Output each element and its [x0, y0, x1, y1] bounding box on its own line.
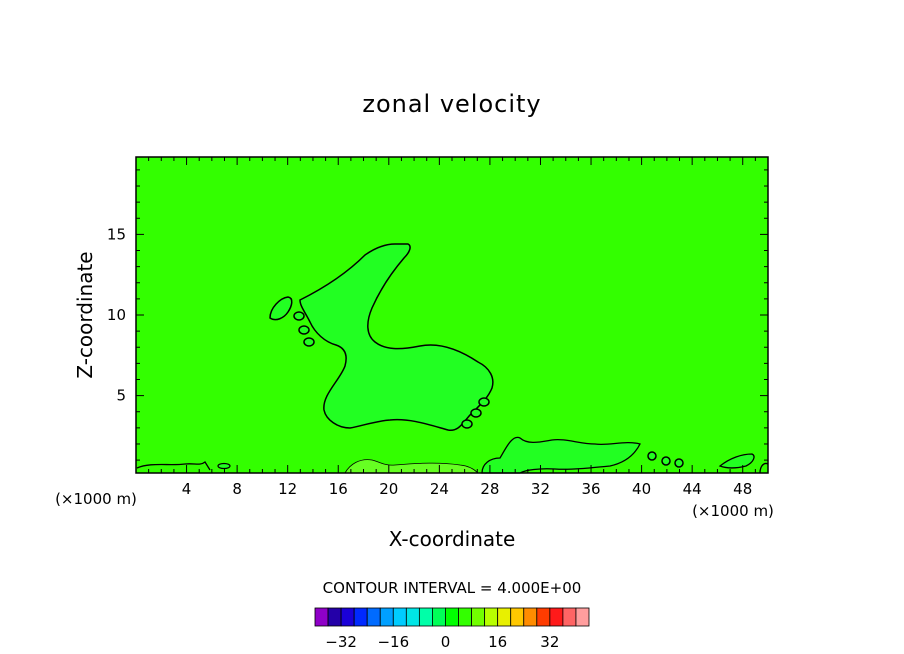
contour-small-2 [293, 311, 305, 321]
contour-surface-edge [759, 462, 769, 474]
colorbar-tick-label: 16 [488, 633, 507, 651]
contour-small-8 [647, 451, 657, 461]
contour-surface-right [481, 436, 641, 474]
contour-small-7 [478, 397, 490, 407]
colorbar-swatch [549, 607, 564, 627]
colorbar-swatch [353, 607, 368, 627]
x-tick-label: 24 [430, 480, 449, 498]
colorbar-swatch [366, 607, 381, 627]
y-tick-labels: 5 10 15 [107, 225, 126, 404]
contour-surface-left [136, 461, 211, 471]
x-tick-label: 32 [531, 480, 550, 498]
x-unit-right: (×1000 m) [692, 502, 774, 520]
x-tick-label: 20 [379, 480, 398, 498]
y-tick-label: 5 [116, 387, 126, 405]
x-tick-label: 16 [329, 480, 348, 498]
colorbar-swatch [536, 607, 551, 627]
axis-ticks [136, 157, 768, 473]
x-tick-label: 12 [278, 480, 297, 498]
x-tick-labels: 4 8 12 16 20 24 28 32 36 40 44 48 [182, 480, 752, 498]
y-tick-label: 10 [107, 306, 126, 324]
colorbar-swatch [458, 607, 472, 627]
colorbar-swatch [497, 607, 512, 627]
colorbar-swatch [327, 607, 342, 627]
colorbar-swatch [575, 607, 590, 627]
colorbar-tick-label: −16 [377, 633, 409, 651]
colorbar-swatch [392, 607, 407, 627]
x-tick-label: 4 [182, 480, 192, 498]
colorbar-swatch [314, 607, 329, 627]
contour-small-3 [298, 325, 310, 335]
contour-small-5 [461, 419, 473, 429]
colorbar-swatch [484, 607, 499, 627]
contour-small-11 [217, 462, 231, 470]
contour-small-10 [674, 458, 684, 468]
contour-interval-label: CONTOUR INTERVAL = 4.000E+00 [323, 579, 582, 597]
colorbar-tick-labels: −32 −16 0 16 32 [325, 633, 559, 651]
colorbar-tick-label: −32 [325, 633, 357, 651]
x-tick-label: 44 [683, 480, 702, 498]
y-axis-label: Z-coordinate [73, 251, 97, 378]
x-tick-label: 48 [733, 480, 752, 498]
x-axis-label: X-coordinate [389, 527, 516, 551]
colorbar-swatch [445, 607, 459, 627]
x-tick-label: 36 [581, 480, 600, 498]
colorbar-tick-label: 32 [540, 633, 559, 651]
colorbar-swatch [510, 607, 525, 627]
chart-title: zonal velocity [362, 90, 541, 118]
x-tick-label: 28 [480, 480, 499, 498]
colorbar-tick-label: 0 [441, 633, 451, 651]
contour-surface-yellowgreen [344, 459, 479, 474]
colorbar [314, 607, 590, 627]
contour-small-4 [303, 337, 315, 347]
colorbar-swatch [405, 607, 420, 627]
contour-small-1 [269, 296, 293, 321]
y-tick-label: 15 [107, 225, 126, 243]
colorbar-swatch [562, 607, 577, 627]
colorbar-swatch [471, 607, 486, 627]
colorbar-swatch [418, 607, 433, 627]
contour-small-9 [661, 456, 671, 466]
colorbar-swatch [340, 607, 355, 627]
x-unit-left: (×1000 m) [55, 490, 137, 508]
x-tick-label: 8 [232, 480, 242, 498]
colorbar-swatch [523, 607, 538, 627]
plot-area [135, 156, 769, 474]
contour-small-6 [470, 408, 482, 418]
contour-surface-far-right [718, 453, 755, 469]
x-tick-label: 40 [632, 480, 651, 498]
colorbar-swatch [379, 607, 394, 627]
colorbar-swatch [432, 607, 446, 627]
